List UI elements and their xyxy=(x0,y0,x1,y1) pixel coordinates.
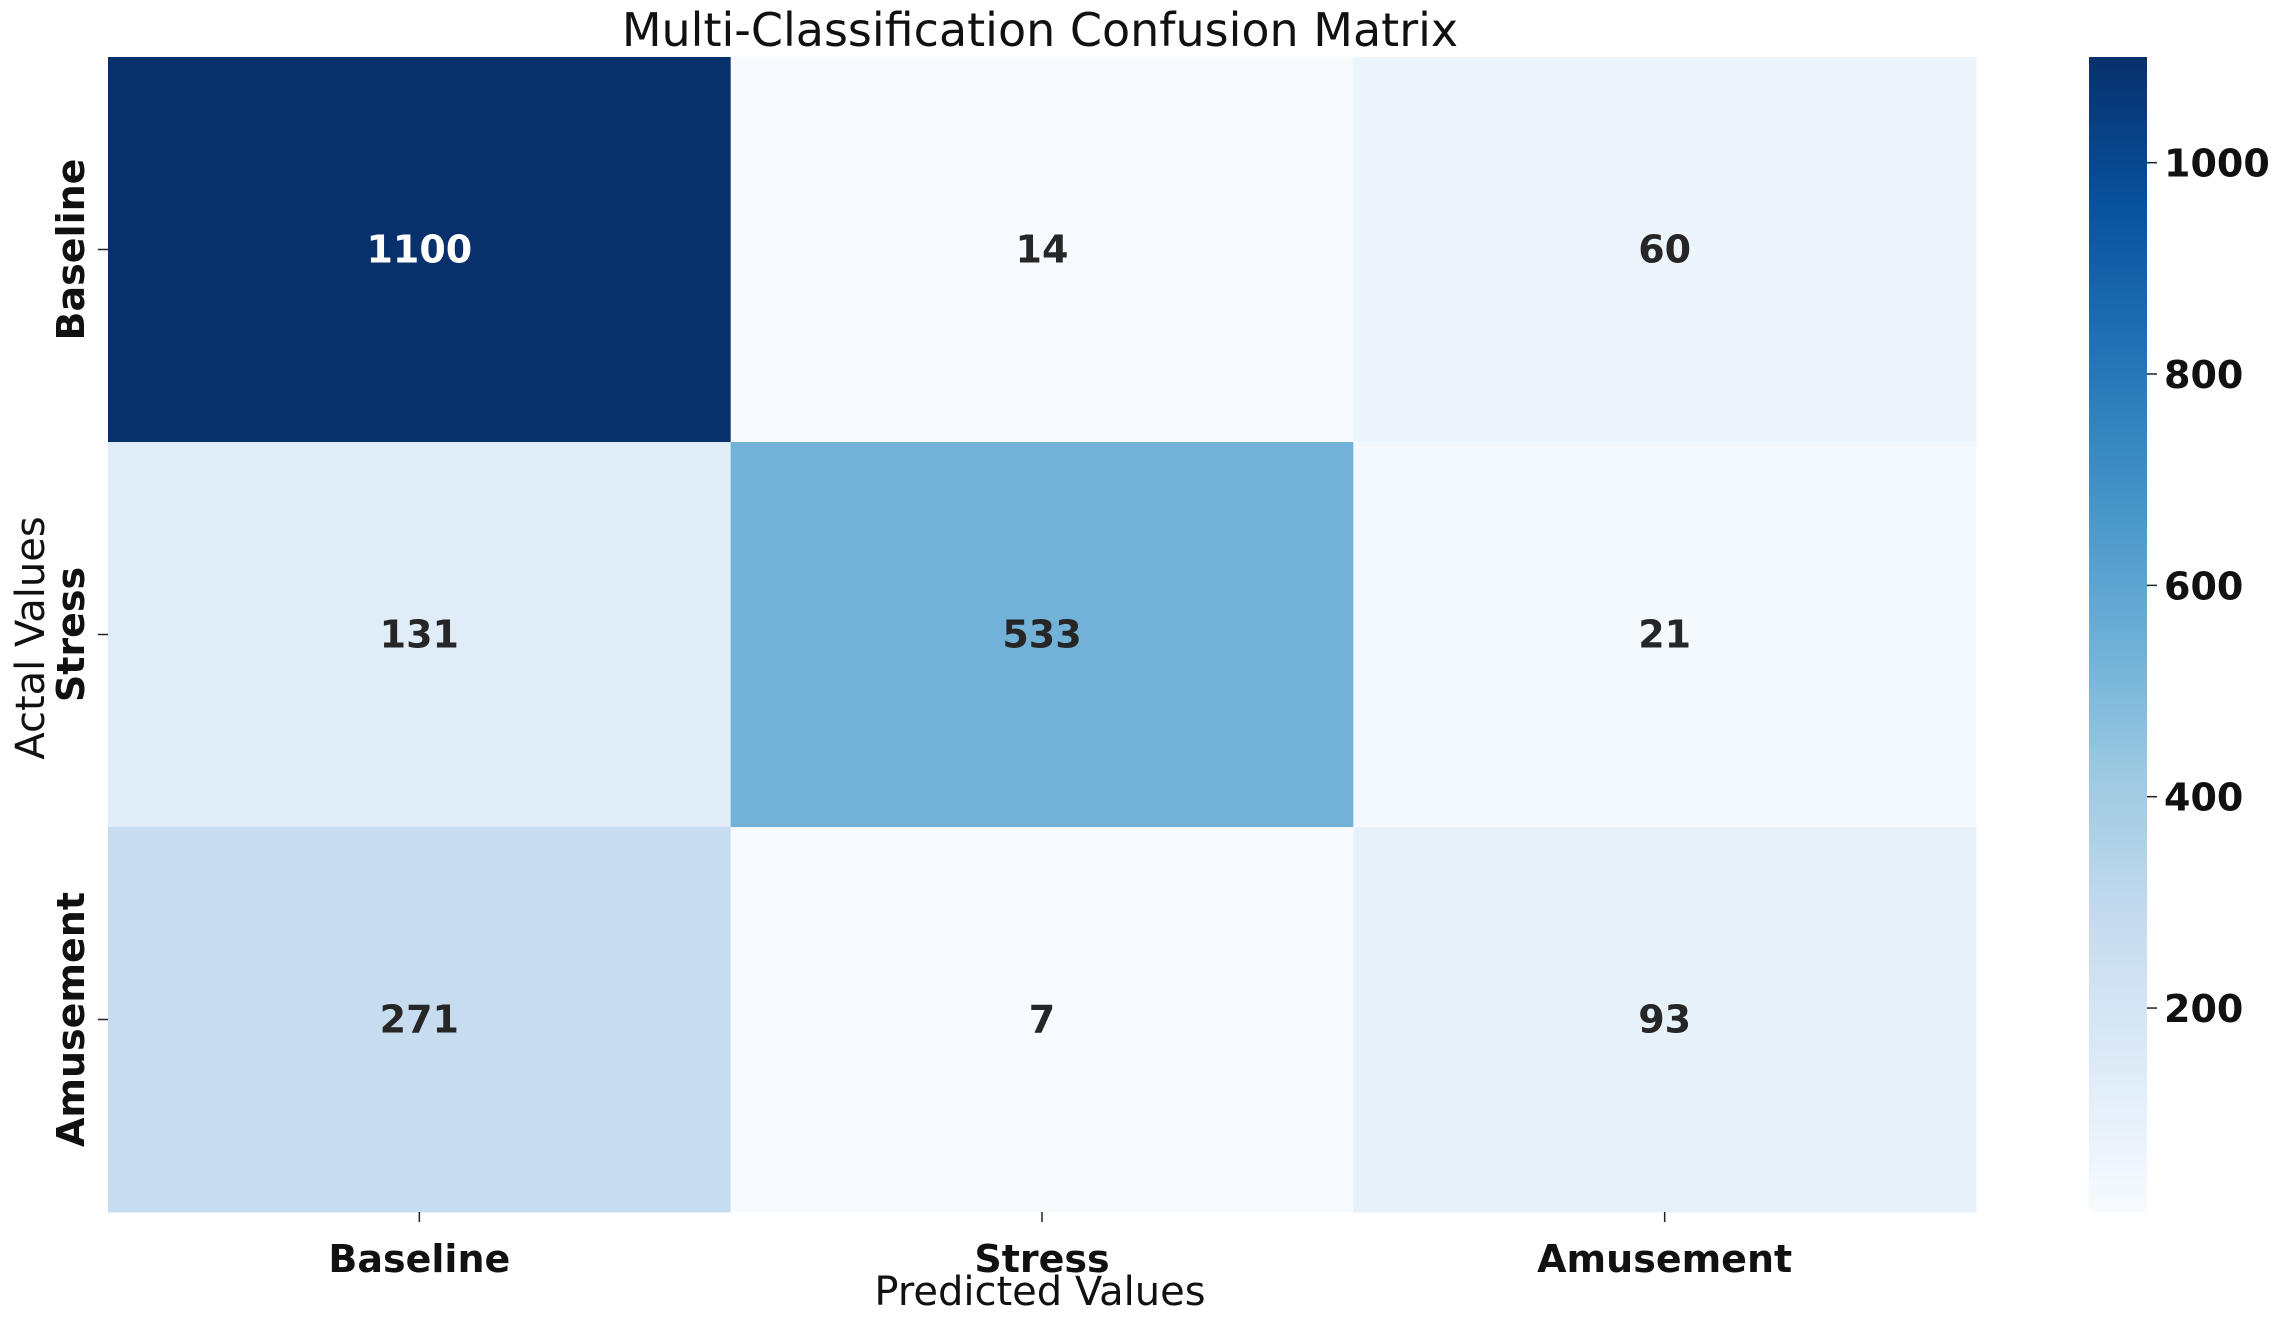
colorbar-tick-label: 200 xyxy=(2164,987,2243,1031)
x-tick-label: Amusement xyxy=(1537,1237,1792,1281)
cell-value-label: 60 xyxy=(1638,228,1691,272)
heatmap-cell xyxy=(730,442,1354,828)
y-tick-label: Baseline xyxy=(49,159,93,341)
cell-value-label: 14 xyxy=(1016,228,1069,272)
heatmap-cell xyxy=(730,827,1354,1213)
colorbar: 200 400 600 800 1000 xyxy=(2089,57,2270,1212)
cell-value-label: 93 xyxy=(1638,998,1691,1042)
heatmap-cell xyxy=(730,57,1354,443)
colorbar-tick-label: 400 xyxy=(2164,776,2243,820)
heatmap-cell xyxy=(1353,442,1977,828)
colorbar-tick-label: 1000 xyxy=(2164,142,2270,186)
cell-value-label: 7 xyxy=(1029,998,1055,1042)
y-tick-label: Stress xyxy=(49,567,93,702)
heatmap-cell xyxy=(1353,57,1977,443)
y-axis-ticks: Baseline Stress Amusement xyxy=(49,159,108,1147)
chart-title: Multi-Classification Confusion Matrix xyxy=(622,3,1458,57)
x-axis-ticks: Baseline Stress Amusement xyxy=(328,1212,1792,1281)
y-tick-label: Amusement xyxy=(49,892,93,1147)
x-tick-label: Stress xyxy=(974,1237,1109,1281)
colorbar-tick-label: 800 xyxy=(2164,353,2243,397)
cell-value-label: 271 xyxy=(380,998,459,1042)
heatmap-cell xyxy=(108,442,732,828)
colorbar-gradient xyxy=(2089,57,2147,1212)
y-axis-label: Actal Values xyxy=(8,516,54,759)
x-tick-label: Baseline xyxy=(328,1237,510,1281)
cell-value-label: 533 xyxy=(1002,613,1081,657)
heatmap-cell xyxy=(1353,827,1977,1213)
cell-value-label: 1100 xyxy=(366,228,472,272)
colorbar-tick-label: 600 xyxy=(2164,564,2243,608)
heatmap-cells: 1100 14 60 131 533 21 271 7 93 xyxy=(108,57,1977,1213)
heatmap-cell xyxy=(108,57,732,443)
heatmap-cell xyxy=(108,827,732,1213)
x-axis-label: Predicted Values xyxy=(874,1269,1205,1315)
cell-value-label: 21 xyxy=(1638,613,1691,657)
cell-value-label: 131 xyxy=(380,613,459,657)
